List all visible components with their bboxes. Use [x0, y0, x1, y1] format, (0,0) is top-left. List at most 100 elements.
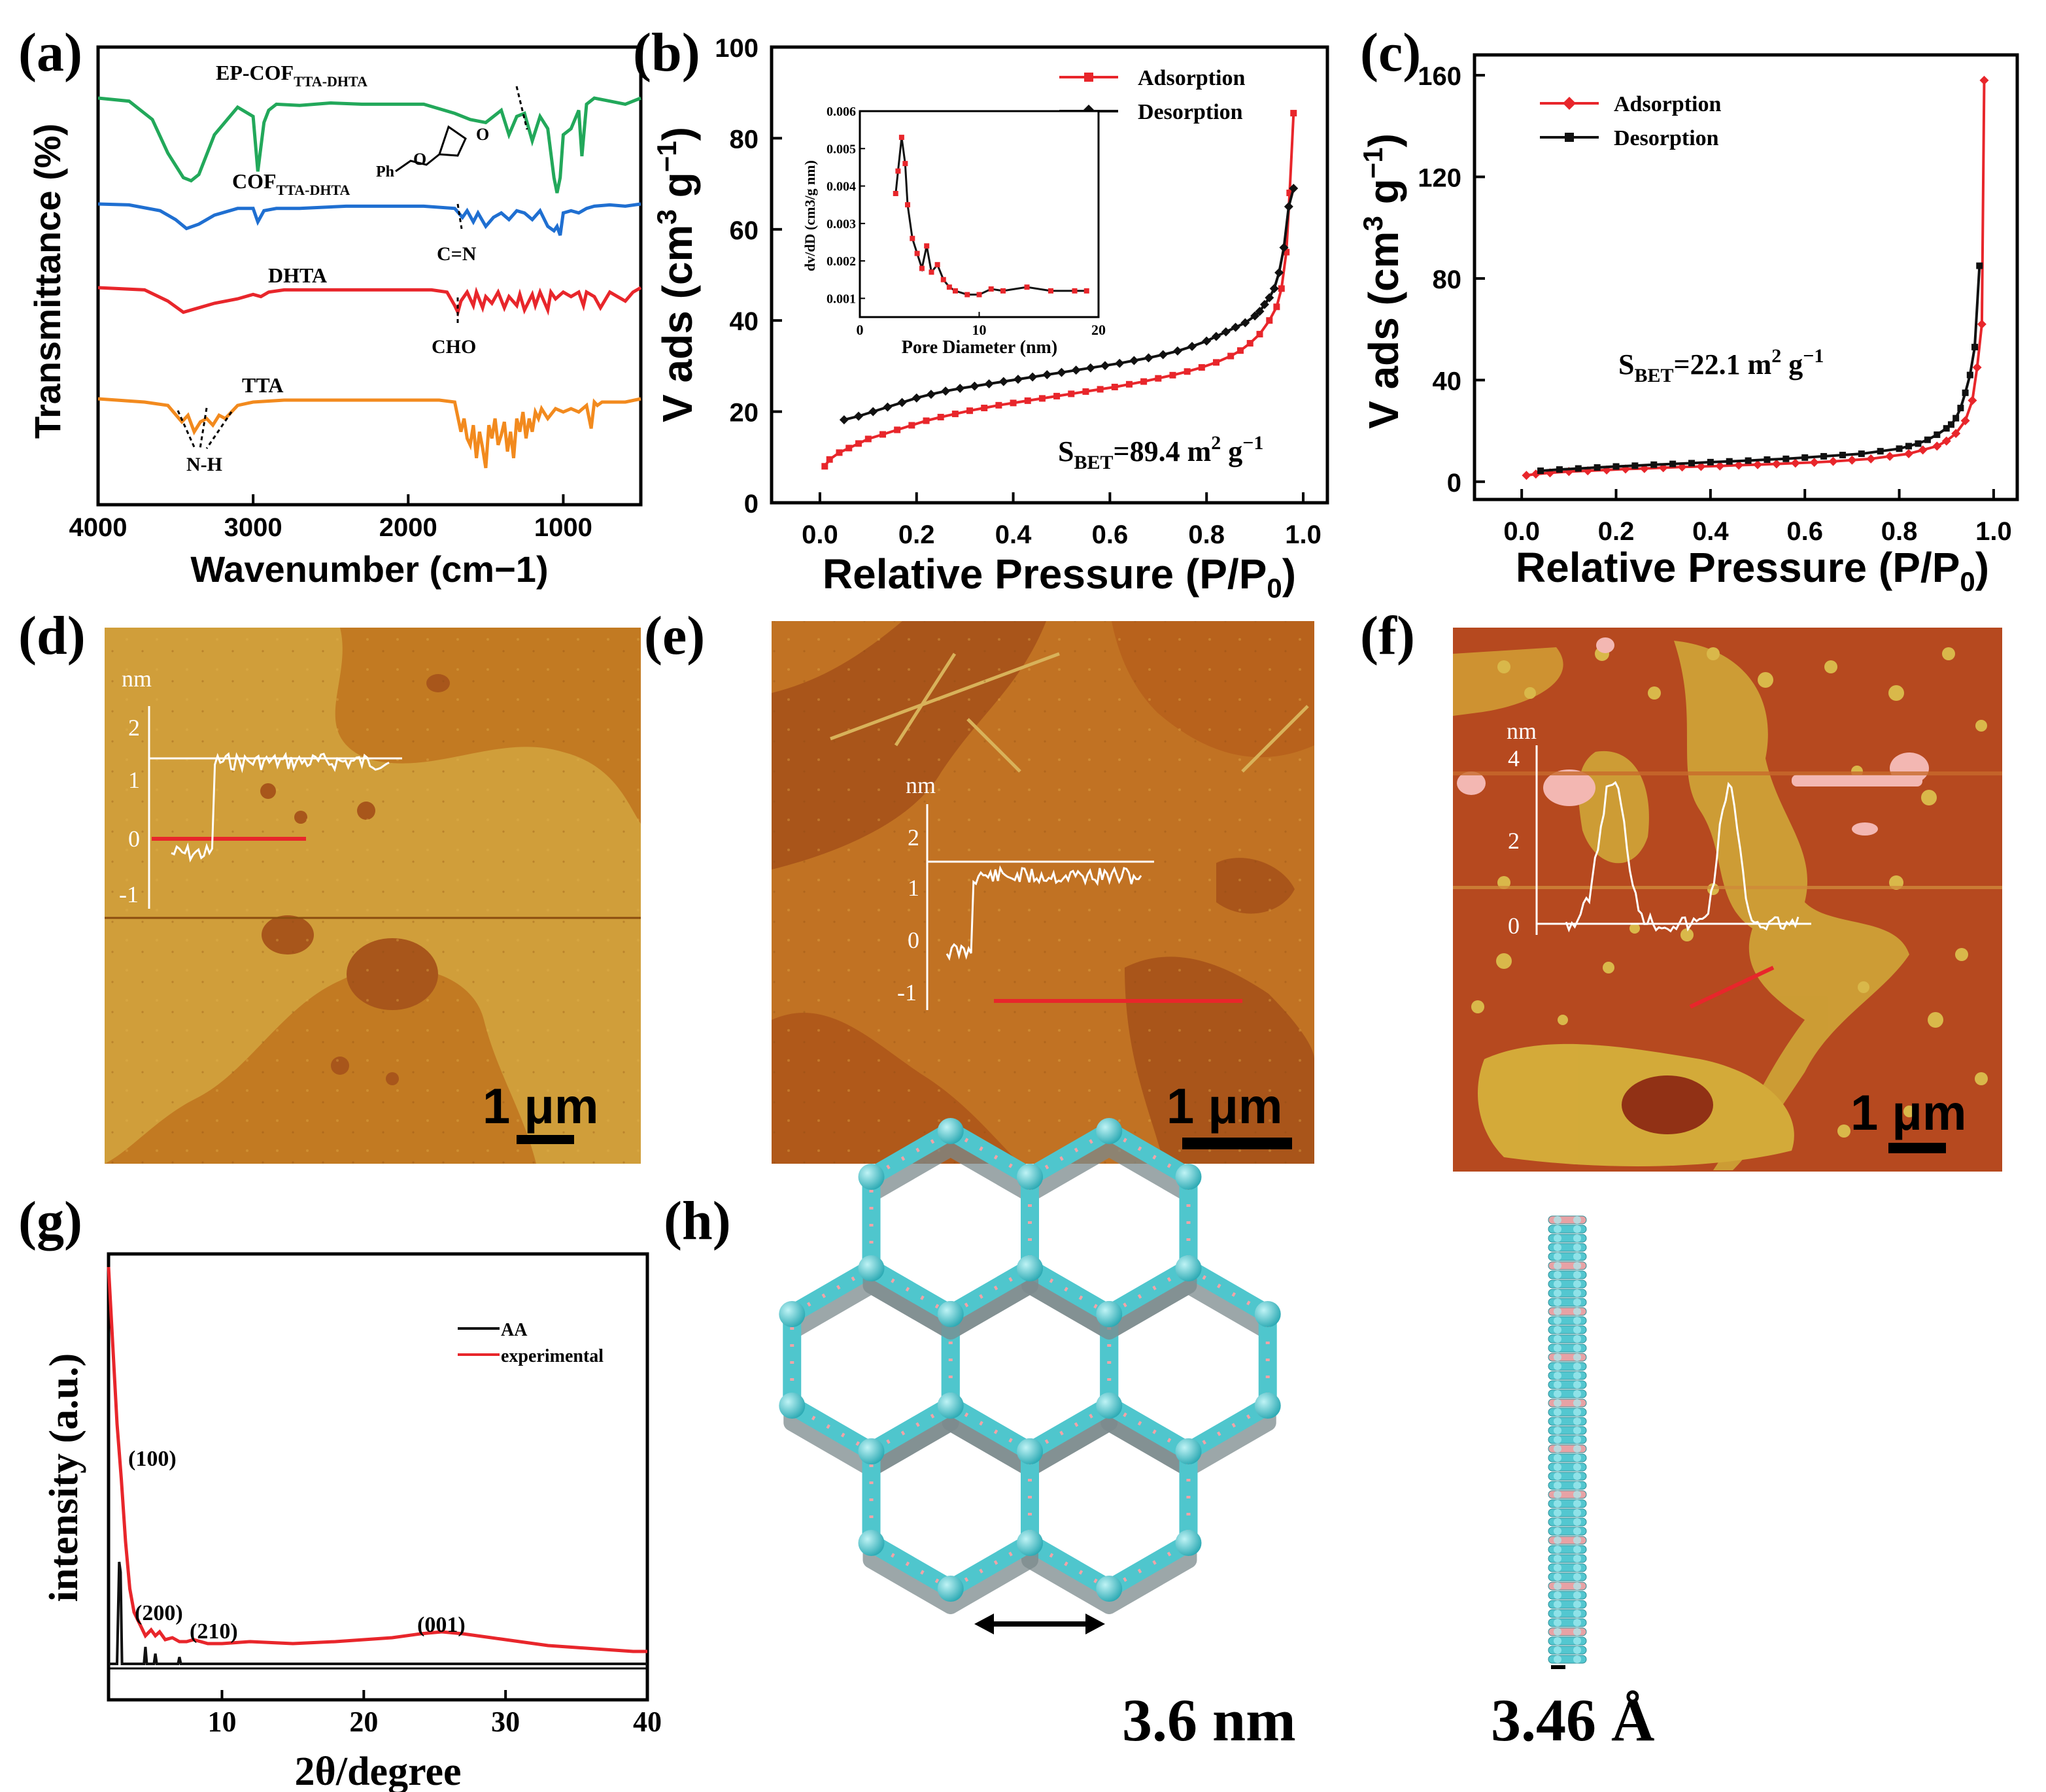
- data-point: [923, 417, 930, 424]
- afm-f-particles: [1471, 647, 1988, 1138]
- afm-e-tick-1: 1: [908, 875, 919, 901]
- panel-label-c: (c): [1360, 22, 1421, 83]
- data-point: [1290, 110, 1297, 117]
- data-point: [1198, 363, 1205, 371]
- data-point: [1962, 389, 1969, 396]
- data-point: [1269, 284, 1279, 294]
- peak-200: (200): [135, 1601, 183, 1625]
- data-point: [1240, 318, 1250, 328]
- data-point: [981, 405, 988, 412]
- panel-c-x-label: Relative Pressure (P/P0): [1516, 544, 1989, 597]
- data-point: [1896, 445, 1903, 452]
- inset-point: [919, 265, 925, 271]
- data-point: [1941, 436, 1951, 446]
- afm-f-scan-line: [1689, 966, 1775, 1009]
- data-point: [1753, 460, 1763, 469]
- peak-001: (001): [417, 1613, 466, 1637]
- peak-100: (100): [128, 1447, 177, 1471]
- x-tick-label: 0.0: [1503, 517, 1540, 546]
- xrd-aa: [109, 1561, 647, 1665]
- afm-d-tick-2: 2: [128, 715, 140, 741]
- inset-y-tick: 0.006: [827, 105, 856, 119]
- pore-size-label: 3.6 nm: [1122, 1687, 1296, 1753]
- inset-curve: [895, 137, 1087, 296]
- afm-e-scale-bar: [1182, 1138, 1292, 1149]
- data-point: [821, 463, 828, 470]
- data-point: [879, 431, 886, 438]
- data-point: [937, 413, 944, 420]
- cho-label: CHO: [432, 336, 476, 358]
- data-point: [1951, 428, 1961, 438]
- data-point: [998, 377, 1008, 386]
- data-point: [1764, 456, 1771, 463]
- inset-point: [988, 286, 994, 292]
- panel-label-g: (g): [18, 1191, 82, 1251]
- panel-e: (e) nm 2 1 0 -1 1 μm: [644, 605, 1314, 1164]
- data-point: [1010, 399, 1017, 407]
- data-point: [1966, 371, 1973, 379]
- x-tick-label: 0.2: [898, 520, 935, 549]
- data-point: [1221, 327, 1231, 337]
- data-point: [1904, 449, 1913, 459]
- panel-c-y-label: V ads (cm3 g−1): [1357, 133, 1407, 429]
- panel-a-y-label: Transmittance (%): [27, 124, 68, 439]
- data-point: [855, 440, 862, 447]
- isotherm-adsorption: [1526, 80, 1986, 477]
- data-point: [1858, 450, 1865, 458]
- panel-b-axes-frame: [770, 45, 1329, 505]
- g-tick-label: 10: [207, 1706, 236, 1738]
- data-point: [1820, 452, 1828, 460]
- data-point: [1246, 340, 1253, 347]
- data-point: [1256, 331, 1263, 338]
- inset-y-tick: 0.004: [827, 180, 856, 194]
- panel-b-inset: 0 10 20 0.001 0.002 0.003 0.004 0.005 0.006 Pore…: [802, 105, 1106, 358]
- panel-g-x-label: 2θ/degree: [294, 1750, 461, 1792]
- legend-aa: AA: [501, 1320, 528, 1340]
- panel-c-ticks: 0.0 0.2 0.4 0.6 0.8 1.0 0 40 80 120 160: [1418, 62, 2011, 546]
- panel-g-y-label: intensity (a.u.): [42, 1353, 86, 1602]
- pore-hexagon: [858, 1118, 1043, 1340]
- data-point: [1265, 293, 1274, 303]
- nh-arrows: [177, 407, 233, 449]
- panel-c-isotherms: [1522, 75, 1989, 481]
- y-tick-label: 60: [730, 216, 759, 245]
- data-point: [1259, 299, 1269, 309]
- data-point: [1129, 356, 1139, 365]
- data-point: [1250, 311, 1260, 321]
- data-point: [1631, 462, 1639, 469]
- pore-arrow: [974, 1614, 1105, 1634]
- data-point: [1187, 341, 1197, 351]
- data-point: [970, 381, 980, 391]
- data-point: [1905, 443, 1912, 450]
- inset-point: [946, 284, 952, 290]
- data-point: [1266, 317, 1273, 324]
- panel-h: (h) 3.6 nm 3.46 Å: [664, 1118, 1654, 1753]
- data-point: [1688, 460, 1695, 467]
- data-point: [1013, 375, 1023, 384]
- data-point: [864, 435, 872, 443]
- data-point: [912, 393, 921, 403]
- data-point: [1057, 367, 1066, 377]
- data-point: [1213, 359, 1219, 366]
- data-point: [1715, 461, 1725, 471]
- afm-e-tick-m1: -1: [897, 979, 917, 1006]
- ph-label: Ph: [376, 163, 394, 180]
- data-point: [1125, 380, 1133, 388]
- data-point: [1839, 452, 1846, 458]
- inset-point: [929, 269, 934, 275]
- y-tick-label: 100: [715, 34, 759, 63]
- data-point: [1828, 456, 1838, 466]
- panel-a-spectra: [97, 96, 642, 469]
- inset-point: [1083, 288, 1089, 294]
- spectrum-line-1: [97, 202, 641, 236]
- panel-b-isotherms: [821, 110, 1299, 470]
- afm-d-height-profile: [148, 706, 402, 909]
- afm-d-scale-label: 1 μm: [483, 1079, 598, 1134]
- afm-d-tick-1: 1: [128, 767, 140, 793]
- data-point: [1809, 458, 1819, 467]
- data-point: [1801, 454, 1809, 461]
- inset-point: [1072, 288, 1078, 294]
- stack-spacing-label: 3.46 Å: [1491, 1687, 1654, 1753]
- cn-label: C=N: [437, 243, 477, 265]
